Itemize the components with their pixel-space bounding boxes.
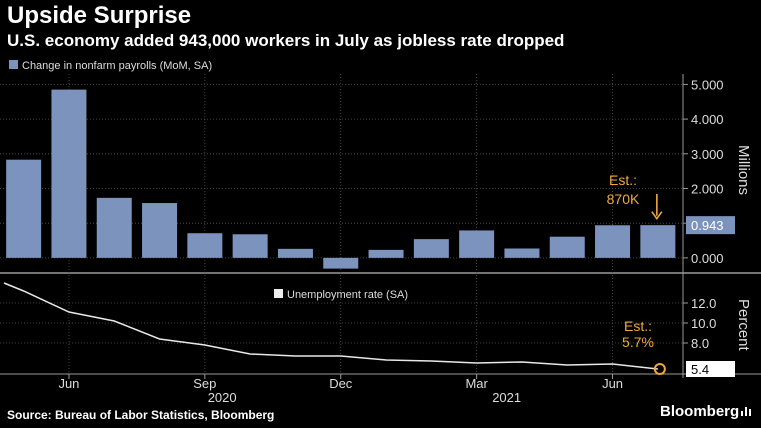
bar-ytick-label: 2.000 [691, 181, 724, 196]
chart-subtitle: U.S. economy added 943,000 workers in Ju… [7, 31, 565, 50]
bar-last-value-box [686, 216, 735, 235]
bar-estimate-value: 870K [607, 191, 640, 207]
estimate-arrow-head [651, 211, 663, 221]
bar-last-value: 0.943 [691, 218, 724, 233]
line-ytick-label: 10.0 [691, 316, 716, 331]
bar-legend-swatch [9, 60, 18, 69]
bar-ytick-label: 4.000 [691, 112, 724, 127]
bar [187, 233, 223, 258]
bar [595, 225, 631, 258]
bar [640, 225, 676, 258]
chart-title: Upside Surprise [7, 2, 192, 29]
bar [96, 197, 132, 258]
bar-ytick-label: 3.000 [691, 147, 724, 162]
estimate-marker [653, 363, 666, 375]
bar [51, 89, 87, 258]
bar [413, 239, 449, 258]
x-year-label: 2020 [208, 390, 237, 405]
line-last-value-box [686, 361, 735, 377]
line-estimate-label: Est.: [624, 318, 652, 334]
bar [504, 248, 540, 258]
x-month-label: Dec [329, 376, 353, 391]
x-month-label: Jun [602, 376, 623, 391]
bar-ytick-label: 0.000 [691, 251, 724, 266]
x-month-label: Mar [465, 376, 488, 391]
bar [277, 248, 313, 258]
bar [232, 234, 268, 258]
bar-estimate-label: Est.: [609, 172, 637, 188]
brand-logo: Bloomberg [660, 403, 740, 420]
x-month-label: Sep [193, 376, 216, 391]
line-estimate-value: 5.7% [622, 334, 654, 350]
bar [549, 236, 585, 258]
bar [368, 249, 404, 258]
bar [142, 203, 178, 258]
bar-yaxis-title: Millions [735, 145, 752, 195]
x-month-label: Jun [58, 376, 79, 391]
unemployment-line [3, 282, 658, 370]
bar [6, 159, 42, 258]
line-last-value: 5.4 [691, 362, 709, 377]
bar-legend-label: Change in nonfarm payrolls (MoM, SA) [22, 60, 212, 72]
bar-chart-icon [741, 407, 751, 416]
x-year-label: 2021 [492, 390, 521, 405]
bar [323, 257, 359, 269]
line-ytick-label: 8.0 [691, 336, 709, 351]
line-legend-label: Unemployment rate (SA) [287, 289, 408, 301]
bar [459, 230, 495, 258]
line-legend-swatch [274, 289, 283, 298]
source-note: Source: Bureau of Labor Statistics, Bloo… [7, 408, 275, 422]
bar-ytick-label: 5.000 [691, 77, 724, 92]
line-ytick-label: 12.0 [691, 296, 716, 311]
line-yaxis-title: Percent [735, 299, 752, 352]
